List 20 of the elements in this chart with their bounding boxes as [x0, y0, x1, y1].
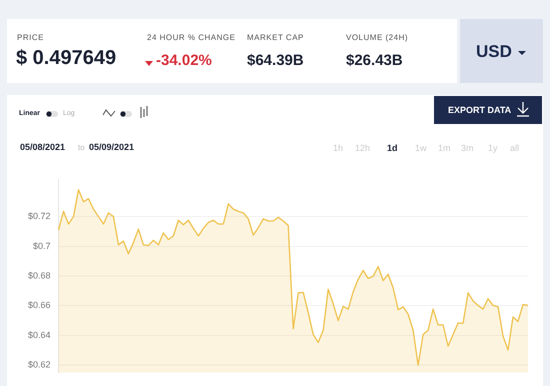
text: 24 HOUR % CHANGE [147, 33, 236, 42]
text: $ 0.497649 [16, 47, 116, 70]
text: to [78, 143, 85, 152]
y-tick-label: $0.64 [28, 330, 51, 340]
text: VOLUME (24H) [346, 33, 408, 42]
text: -34.02% [156, 52, 212, 69]
y-tick-label: $0.72 [28, 211, 51, 222]
text: 05/09/2021 [89, 142, 134, 152]
text: MARKET CAP [247, 33, 304, 42]
y-tick-label: $0.68 [28, 270, 51, 280]
text: PRICE [17, 33, 44, 42]
text: 05/08/2021 [20, 142, 66, 152]
y-tick-label: $0.66 [28, 300, 51, 310]
text: EXPORT DATA [448, 105, 512, 115]
text: $26.43B [346, 52, 403, 69]
text: $64.39B [247, 52, 304, 69]
text: 1d [387, 143, 398, 153]
y-tick-label: $0.7 [32, 240, 51, 251]
y-tick-label: $0.62 [28, 360, 51, 370]
text: USD [476, 42, 512, 62]
